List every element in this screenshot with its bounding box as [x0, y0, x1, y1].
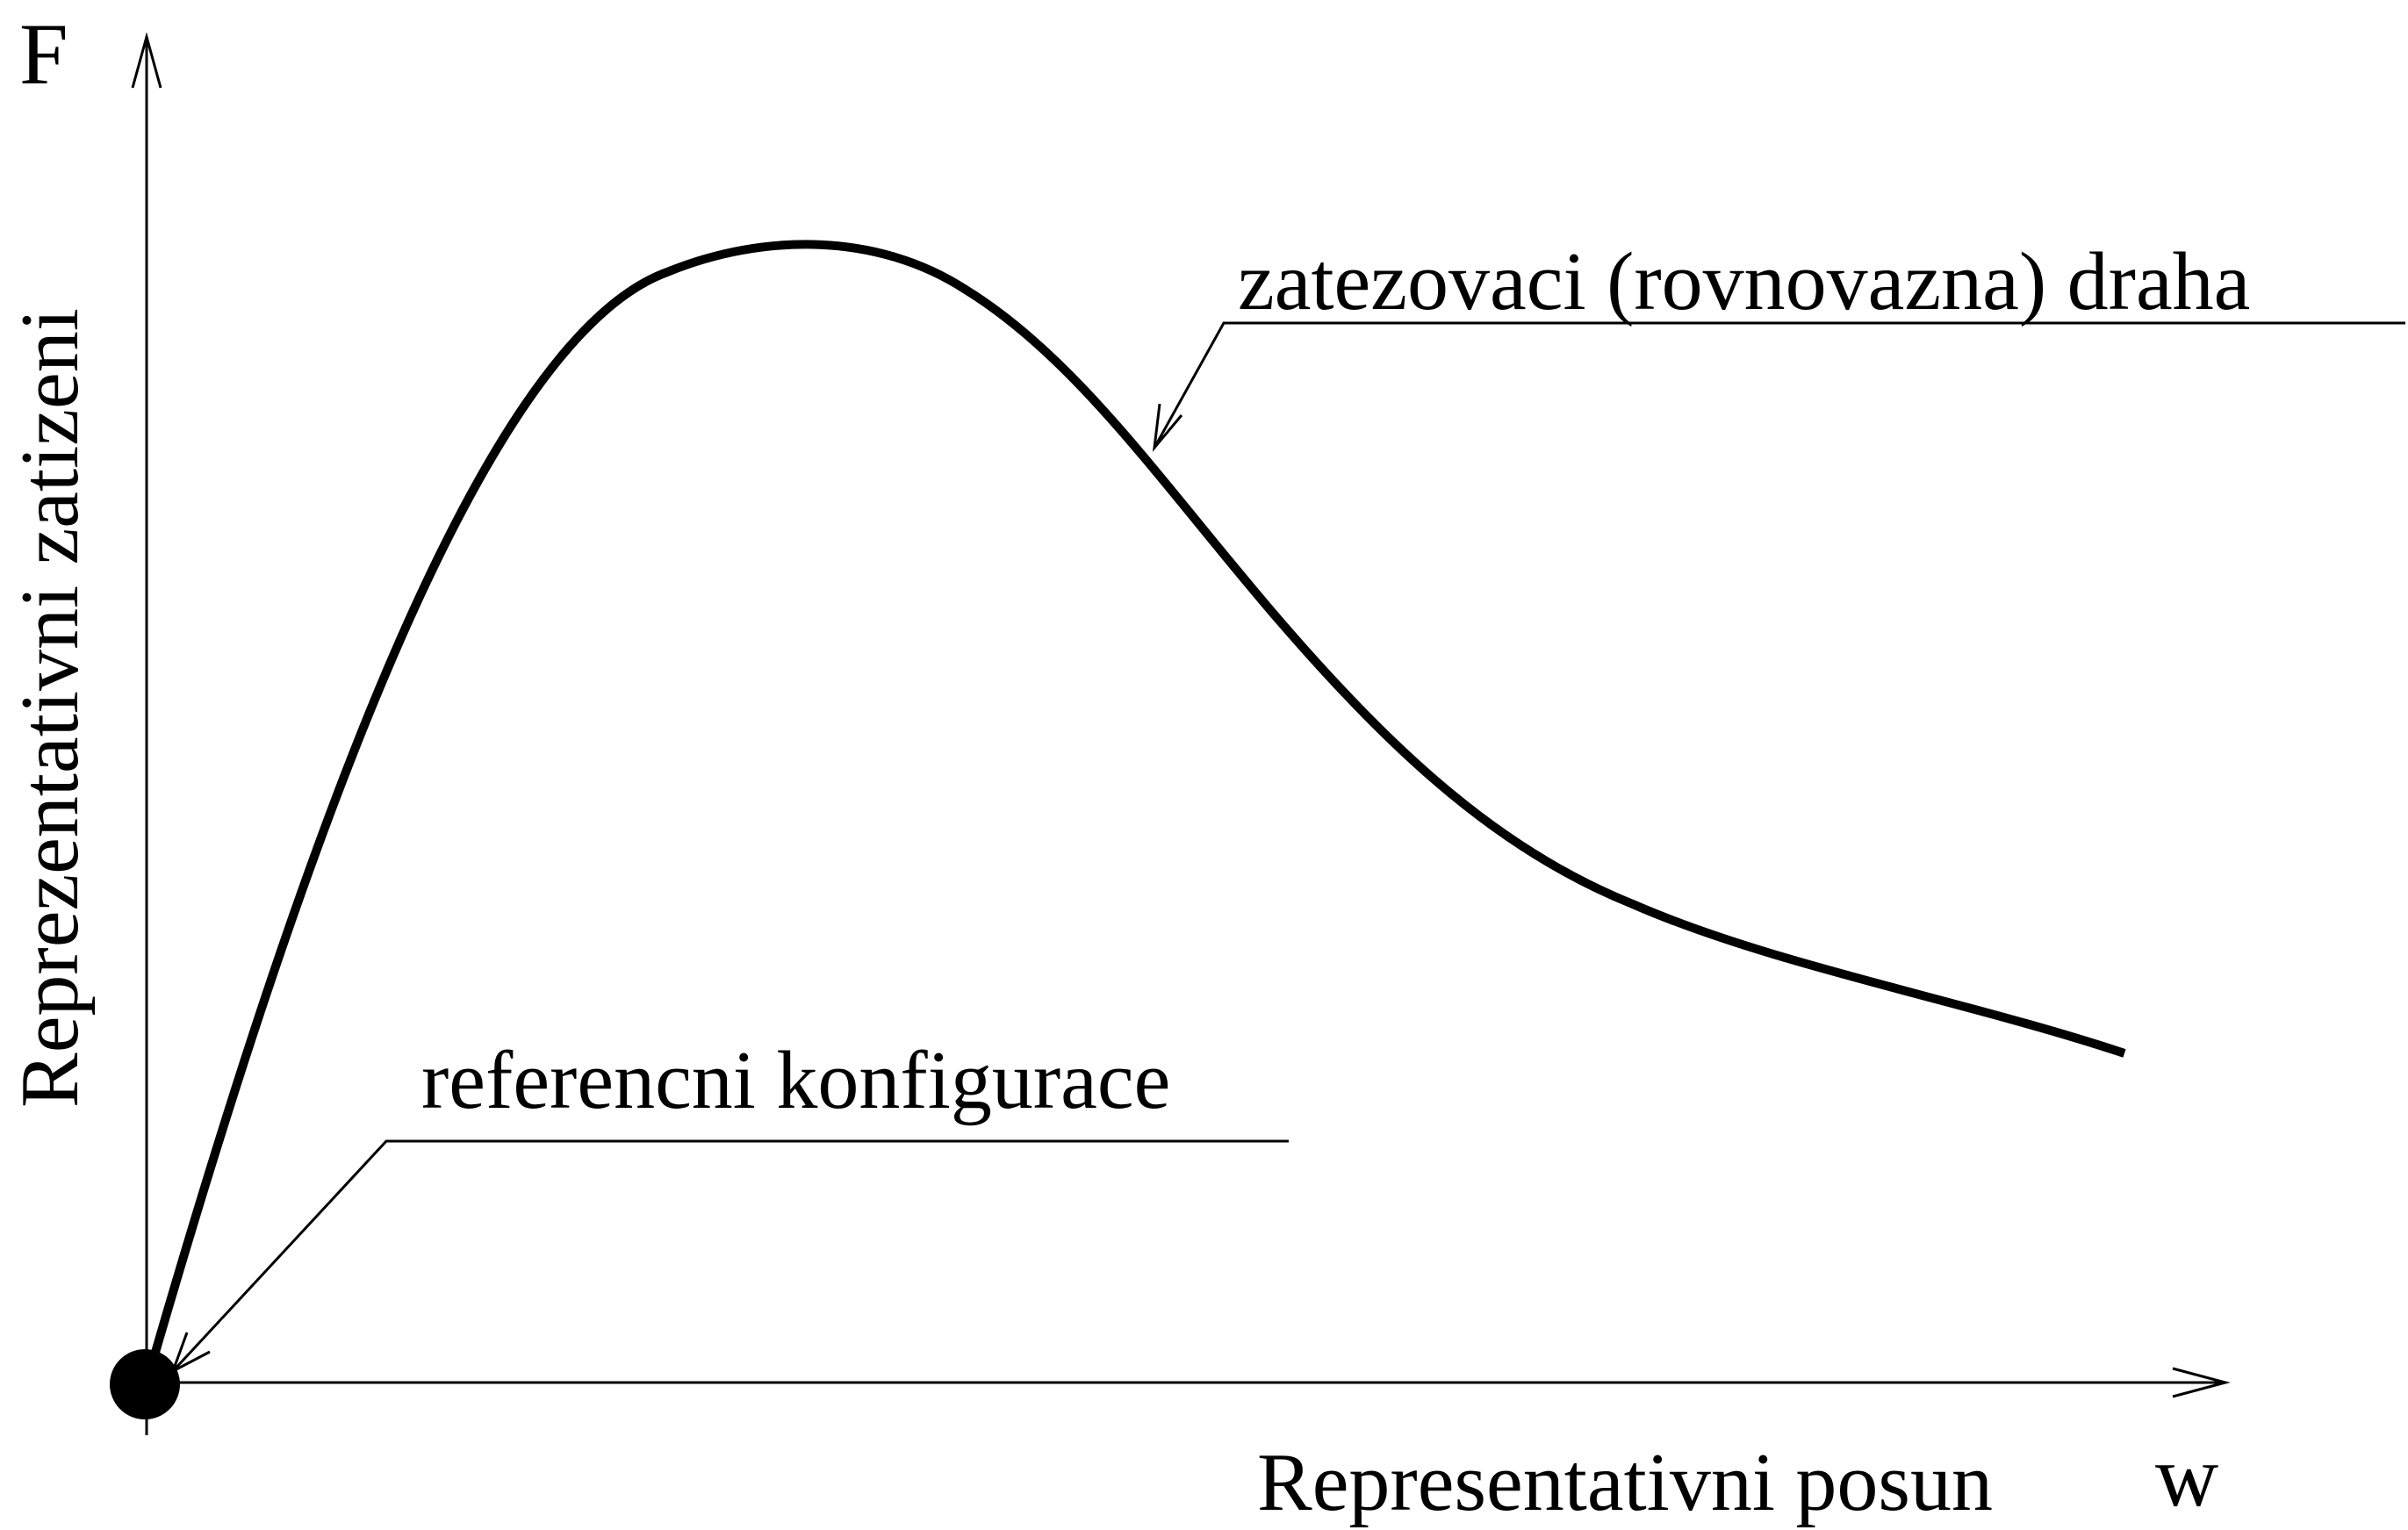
reference-point-marker	[110, 1349, 180, 1419]
curve-label-leader	[1152, 321, 2405, 452]
reference-label-leader	[170, 1139, 1289, 1375]
reference-leader-arrowhead	[170, 1332, 211, 1375]
x-axis-symbol: w	[2155, 1427, 2218, 1525]
y-axis-arrowhead	[131, 32, 162, 89]
x-axis-title: Representativni posun	[1257, 1437, 1993, 1528]
x-axis-arrowhead	[2172, 1367, 2231, 1398]
y-axis	[131, 32, 162, 1435]
curve-leader-arrowhead	[1152, 403, 1183, 452]
curve-label: zatezovaci (rovnovazna) draha	[1238, 236, 2250, 327]
equilibrium-path-curve	[142, 240, 2126, 1384]
y-axis-title: Reprezentativni zatizeni	[4, 308, 96, 1108]
y-axis-symbol: F	[19, 5, 68, 103]
reference-configuration-label: referencni konfigurace	[421, 1035, 1170, 1126]
x-axis	[132, 1367, 2231, 1398]
